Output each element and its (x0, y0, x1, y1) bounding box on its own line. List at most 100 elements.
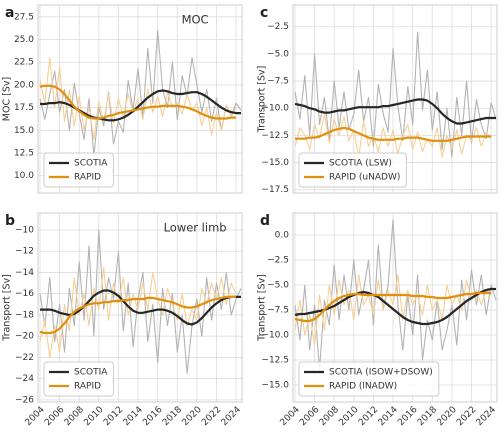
y-tick-label: −2.5 (267, 22, 289, 32)
legend-label: SCOTIA (74, 159, 108, 169)
series-line (294, 291, 492, 323)
panel: 2004200620082010201220142016201820202022… (257, 212, 498, 428)
y-tick-label: −5.0 (267, 49, 289, 59)
x-tick-label: 2010 (337, 405, 360, 428)
y-tick-label: −7.5 (267, 77, 289, 87)
x-tick-label: 2014 (122, 405, 145, 428)
axis-label: MOC [Sv] (2, 77, 13, 121)
series-line (294, 219, 497, 371)
x-tick-label: 2024 (475, 405, 498, 428)
panel: −17.5 −15.0 −12.5 −10.0 −7.5 −5.0 −2.5 Transpor… (257, 4, 498, 195)
panel: 10.0 12.5 15.0 17.5 20.0 22.5 25.0 27.5 MOC [Sv]… (2, 4, 243, 194)
series-line (39, 295, 237, 335)
y-tick-label: 17.5 (14, 103, 34, 113)
x-tick-label: 2008 (63, 405, 86, 428)
annotation: Lower limb (164, 221, 227, 235)
legend-label: RAPID (uNADW) (329, 173, 400, 183)
series-line (295, 126, 492, 142)
y-tick-label: −10.0 (261, 104, 289, 114)
x-tick-label: 2008 (318, 405, 341, 428)
x-tick-label: 2012 (102, 405, 125, 428)
x-tick-label: 2022 (200, 405, 223, 428)
series-line (294, 274, 492, 346)
series-line (39, 57, 237, 140)
legend-label: SCOTIA (74, 368, 108, 378)
axis-label: Transport [Sv] (257, 66, 268, 134)
y-tick-label: 12.5 (14, 149, 34, 159)
legend: SCOTIA (ISOW+DSOW) RAPID (lNADW) (298, 361, 440, 397)
panel: 2004200620082010201220142016201820202022… (2, 212, 243, 428)
legend-label: SCOTIA (ISOW+DSOW) (329, 368, 433, 378)
axis-label: Transport [Sv] (2, 274, 13, 342)
panel-label: c (260, 5, 268, 21)
x-tick-label: 2010 (82, 405, 105, 428)
y-tick-label: −24 (15, 374, 34, 384)
series-line (294, 98, 496, 125)
y-tick-label: 15.0 (14, 126, 34, 136)
series-line (39, 84, 237, 120)
plot-frame (37, 4, 243, 194)
legend-box (298, 152, 407, 188)
panel-label: d (260, 213, 270, 229)
x-tick-label: 2016 (141, 405, 164, 428)
y-tick-label: 22.5 (14, 58, 34, 68)
y-tick-label: −22 (15, 353, 34, 363)
y-tick-label: −14 (15, 268, 34, 278)
series-line (39, 266, 237, 358)
panel-label: a (5, 5, 14, 21)
x-tick-label: 2014 (377, 405, 400, 428)
plot-frame (292, 212, 498, 403)
x-tick-label: 2018 (161, 405, 184, 428)
legend-box (298, 361, 440, 397)
x-tick-label: 2020 (436, 405, 459, 428)
legend-label: SCOTIA (LSW) (329, 159, 392, 169)
annotation: MOC (182, 13, 209, 27)
y-tick-label: −26 (15, 395, 34, 405)
x-tick-label: 2004 (279, 405, 302, 428)
y-tick-label: 0.0 (275, 231, 290, 241)
x-tick-label: 2006 (43, 405, 66, 428)
legend: SCOTIA RAPID (43, 361, 114, 397)
legend-label: RAPID (74, 173, 101, 183)
x-tick-label: 2012 (357, 405, 380, 428)
x-tick-label: 2016 (396, 405, 419, 428)
plot-frame (37, 212, 243, 403)
y-tick-label: −5.0 (267, 281, 289, 291)
y-tick-label: 20.0 (14, 80, 34, 90)
y-tick-label: 27.5 (14, 12, 34, 22)
y-tick-label: −2.5 (267, 256, 289, 266)
y-tick-label: −12.5 (261, 131, 289, 141)
x-tick-label: 2006 (298, 405, 321, 428)
y-tick-label: −17.5 (261, 185, 289, 195)
legend-label: RAPID (74, 382, 101, 392)
y-tick-label: −16 (15, 289, 34, 299)
y-tick-label: −12 (15, 247, 34, 257)
plot-frame (292, 4, 498, 194)
series-line (39, 229, 242, 374)
panel-label: b (5, 213, 15, 229)
x-tick-label: 2018 (416, 405, 439, 428)
legend-label: RAPID (lNADW) (329, 382, 397, 392)
y-tick-label: 25.0 (14, 35, 34, 45)
y-tick-label: 10.0 (14, 171, 34, 181)
y-tick-label: −18 (15, 310, 34, 320)
y-tick-label: −10 (15, 225, 34, 235)
y-tick-label: −12.5 (261, 356, 289, 366)
y-tick-label: −15.0 (261, 381, 289, 391)
series-line (294, 287, 496, 326)
x-tick-label: 2022 (455, 405, 478, 428)
x-tick-label: 2020 (181, 405, 204, 428)
axis-label: Transport [Sv] (257, 274, 268, 342)
y-tick-label: −10.0 (261, 331, 289, 341)
x-tick-label: 2024 (220, 405, 243, 428)
y-tick-label: −15.0 (261, 158, 289, 168)
legend-box (43, 152, 114, 188)
y-tick-label: −20 (15, 332, 34, 342)
x-tick-label: 2004 (24, 405, 47, 428)
legend-box (43, 361, 114, 397)
legend: SCOTIA (LSW) RAPID (uNADW) (298, 152, 407, 188)
series-line (39, 29, 242, 157)
legend: SCOTIA RAPID (43, 152, 114, 188)
y-tick-label: −7.5 (267, 306, 289, 316)
